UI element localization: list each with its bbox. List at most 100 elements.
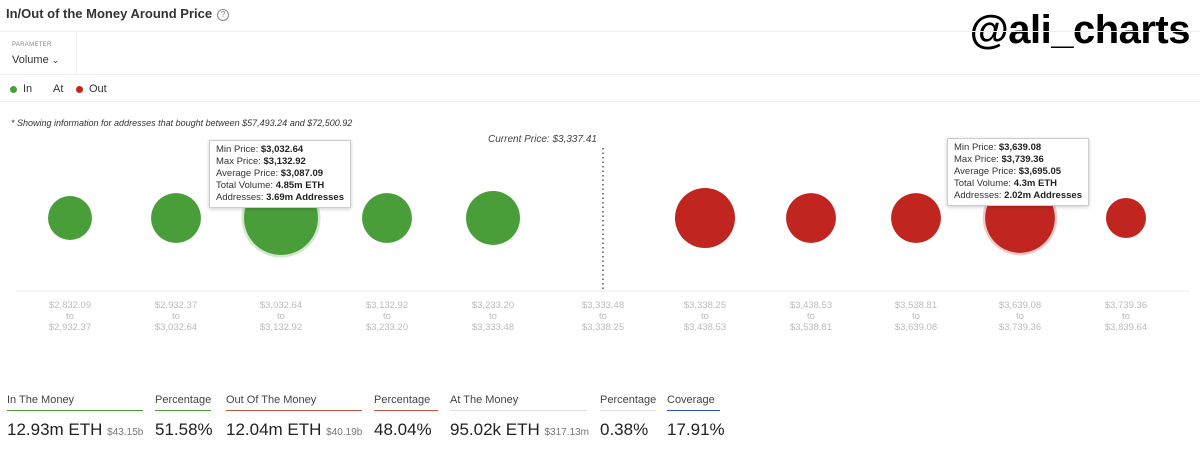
title-text: In/Out of the Money Around Price xyxy=(6,6,213,21)
x-tick-from: $3,338.25 xyxy=(683,300,727,311)
stat-value: 48.04% xyxy=(374,420,438,440)
stat-sub: $40.19b xyxy=(326,427,363,438)
stat-3: Percentage 48.04% xyxy=(374,394,438,440)
x-tick-to: $3,132.92 xyxy=(259,322,303,333)
legend-in[interactable]: In xyxy=(10,83,32,95)
divider xyxy=(0,31,1200,32)
x-tick-to_word: to xyxy=(277,311,285,322)
bubble-chart xyxy=(15,148,1190,292)
question-circle-icon[interactable]: ? xyxy=(217,9,230,21)
bubble-out[interactable] xyxy=(786,193,836,243)
stat-value: 12.04m ETH $40.19b xyxy=(226,420,362,440)
x-tick-to_word: to xyxy=(383,311,391,322)
x-tick-to_word: to xyxy=(489,311,497,322)
stat-1: Percentage 51.58% xyxy=(155,394,213,440)
legend-out[interactable]: Out xyxy=(76,83,107,95)
stat-label: Percentage xyxy=(374,394,438,411)
x-tick-label: $3,538.81 to $3,639.08 xyxy=(871,300,961,333)
x-tick-to_word: to xyxy=(66,311,74,322)
legend-at[interactable]: At xyxy=(53,83,63,95)
stat-0: In The Money 12.93m ETH $43.15b xyxy=(7,394,143,440)
bubble-in[interactable] xyxy=(48,196,92,240)
x-tick-from: $3,333.48 xyxy=(581,300,625,311)
stat-label: Coverage xyxy=(667,394,720,411)
stat-label: Out Of The Money xyxy=(226,394,362,411)
x-tick-to_word: to xyxy=(1016,311,1024,322)
bubble-out[interactable] xyxy=(891,193,941,243)
x-tick-from: $3,132.92 xyxy=(365,300,409,311)
stat-sub: $317.13m xyxy=(544,427,589,438)
bubble-in[interactable] xyxy=(362,193,412,243)
watermark-logo: @ali_charts xyxy=(969,8,1191,52)
stat-value: 0.38% xyxy=(600,420,656,440)
x-tick-label: $2,932.37 to $3,032.64 xyxy=(131,300,221,333)
x-tick-to_word: to xyxy=(701,311,709,322)
stat-value: 51.58% xyxy=(155,420,213,440)
x-tick-to_word: to xyxy=(1122,311,1130,322)
divider xyxy=(76,32,77,74)
parameter-select[interactable]: Volume ⌄ xyxy=(12,54,59,66)
x-tick-to: $3,338.25 xyxy=(581,322,625,333)
x-tick-from: $3,538.81 xyxy=(894,300,938,311)
stat-label: Percentage xyxy=(600,394,656,411)
green-dot-icon xyxy=(10,85,17,93)
stat-value: 12.93m ETH $43.15b xyxy=(7,420,143,440)
x-tick-to: $3,032.64 xyxy=(154,322,198,333)
bubble-in[interactable] xyxy=(466,191,520,245)
stat-value-text: 51.58% xyxy=(155,420,213,439)
legend-label: Out xyxy=(89,83,107,95)
stat-value-text: 12.04m ETH xyxy=(226,420,322,439)
x-tick-from: $2,832.09 xyxy=(48,300,92,311)
x-tick-to: $3,639.08 xyxy=(894,322,938,333)
current-price-label: Current Price: $3,337.41 xyxy=(488,134,597,145)
stat-sub: $43.15b xyxy=(107,427,144,438)
divider xyxy=(0,74,1200,75)
x-tick-label: $2,832.09 to $2,932.37 xyxy=(25,300,115,333)
range-note: * Showing information for addresses that… xyxy=(11,118,353,128)
x-tick-label: $3,338.25 to $3,438.53 xyxy=(660,300,750,333)
x-tick-label: $3,639.08 to $3,739.36 xyxy=(975,300,1065,333)
x-tick-to: $3,538.81 xyxy=(789,322,833,333)
tooltip: Min Price: $3,032.64 Max Price: $3,132.9… xyxy=(209,140,351,208)
x-tick-from: $3,032.64 xyxy=(259,300,303,311)
x-tick-label: $3,739.36 to $3,839.64 xyxy=(1081,300,1171,333)
stat-value-text: 0.38% xyxy=(600,420,649,439)
x-tick-to: $2,932.37 xyxy=(48,322,92,333)
bubble-out[interactable] xyxy=(674,187,736,249)
stat-value: 17.91% xyxy=(667,420,725,440)
x-tick-to_word: to xyxy=(599,311,607,322)
x-tick-to: $3,839.64 xyxy=(1104,322,1148,333)
x-tick-from: $3,639.08 xyxy=(998,300,1042,311)
x-tick-from: $3,438.53 xyxy=(789,300,833,311)
x-tick-label: $3,333.48 to $3,338.25 xyxy=(558,300,648,333)
x-tick-label: $3,032.64 to $3,132.92 xyxy=(236,300,326,333)
stat-label: At The Money xyxy=(450,394,587,411)
chevron-down-icon: ⌄ xyxy=(51,55,60,65)
legend-label: In xyxy=(23,83,33,95)
stat-6: Coverage 17.91% xyxy=(667,394,725,440)
bubble-in[interactable] xyxy=(151,193,201,243)
stat-label: Percentage xyxy=(155,394,211,411)
x-tick-to: $3,438.53 xyxy=(683,322,727,333)
x-tick-to: $3,333.48 xyxy=(471,322,515,333)
stat-value-text: 48.04% xyxy=(374,420,432,439)
x-tick-from: $3,233.20 xyxy=(471,300,515,311)
tooltip: Min Price: $3,639.08 Max Price: $3,739.3… xyxy=(947,138,1089,206)
legend-label: At xyxy=(53,83,64,95)
x-tick-to: $3,739.36 xyxy=(998,322,1042,333)
parameter-label: PARAMETER xyxy=(12,42,52,48)
page-title: In/Out of the Money Around Price? xyxy=(6,6,230,21)
stat-value-text: 17.91% xyxy=(667,420,725,439)
x-tick-from: $2,932.37 xyxy=(154,300,198,311)
x-tick-from: $3,739.36 xyxy=(1104,300,1148,311)
divider xyxy=(0,101,1200,102)
stat-label: In The Money xyxy=(7,394,143,411)
stat-value-text: 12.93m ETH xyxy=(7,420,103,439)
x-tick-to_word: to xyxy=(807,311,815,322)
x-tick-to: $3,233.20 xyxy=(365,322,409,333)
x-tick-label: $3,233.20 to $3,333.48 xyxy=(448,300,538,333)
x-tick-to_word: to xyxy=(172,311,180,322)
stat-2: Out Of The Money 12.04m ETH $40.19b xyxy=(226,394,362,440)
bubble-out[interactable] xyxy=(1105,197,1147,239)
stat-value: 95.02k ETH $317.13m xyxy=(450,420,589,440)
